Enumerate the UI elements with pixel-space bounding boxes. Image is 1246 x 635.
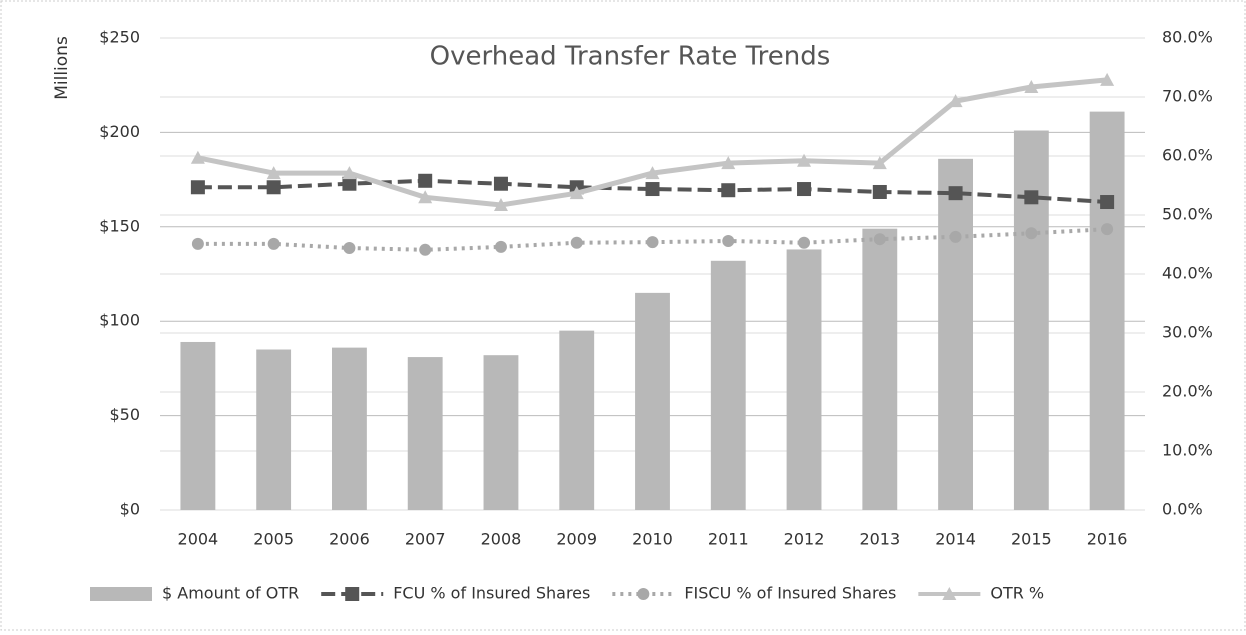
legend-label: FCU % of Insured Shares (393, 584, 590, 603)
y2-tick-label: 40.0% (1162, 264, 1213, 283)
bar (710, 260, 746, 510)
marker (645, 166, 660, 180)
x-tick-label: 2008 (481, 530, 522, 549)
marker (646, 236, 659, 249)
x-tick-label: 2012 (784, 530, 825, 549)
marker (797, 182, 812, 197)
marker (721, 183, 736, 198)
marker (798, 236, 811, 249)
x-tick-label: 2009 (556, 530, 597, 549)
legend-label: OTR % (990, 584, 1044, 603)
bar (331, 347, 367, 510)
marker (570, 236, 583, 249)
marker (873, 233, 886, 246)
chart-title: Overhead Transfer Rate Trends (430, 42, 831, 72)
marker (342, 166, 357, 180)
bar (1013, 130, 1049, 510)
marker (948, 94, 963, 108)
x-tick-label: 2004 (178, 530, 219, 549)
marker (493, 176, 508, 191)
marker (1024, 190, 1039, 205)
y-tick-label: $250 (99, 28, 140, 47)
marker (948, 186, 963, 201)
legend-label: FISCU % of Insured Shares (684, 584, 896, 603)
marker (637, 588, 650, 600)
legend-label: $ Amount of OTR (162, 584, 299, 603)
marker (1024, 79, 1039, 93)
y-tick-label: $50 (109, 405, 140, 424)
marker (342, 176, 357, 191)
bar (635, 292, 670, 510)
y2-tick-label: 60.0% (1162, 146, 1213, 165)
marker (190, 180, 205, 195)
y-tick-label: $100 (99, 311, 140, 330)
marker (1100, 195, 1115, 210)
y2-tick-label: 70.0% (1162, 87, 1213, 106)
y2-tick-label: 50.0% (1162, 205, 1213, 224)
x-tick-label: 2011 (708, 530, 749, 549)
marker (569, 186, 584, 200)
bar (786, 249, 822, 510)
marker (721, 156, 736, 170)
marker (419, 243, 432, 256)
bar (407, 357, 443, 510)
y2-tick-label: 80.0% (1162, 28, 1213, 47)
x-tick-label: 2010 (632, 530, 673, 549)
marker (872, 156, 887, 170)
marker (1025, 227, 1038, 240)
y-tick-label: $0 (120, 500, 140, 519)
bar (256, 349, 292, 510)
marker (722, 234, 735, 247)
bar (180, 341, 216, 510)
bar (559, 330, 595, 510)
legend-swatch (90, 587, 152, 601)
marker (797, 153, 812, 167)
marker (190, 150, 205, 164)
x-tick-label: 2013 (859, 530, 900, 549)
marker (1100, 72, 1115, 86)
x-tick-label: 2015 (1011, 530, 1052, 549)
marker (267, 237, 280, 250)
bar (862, 228, 898, 511)
marker (266, 180, 281, 195)
marker (494, 240, 507, 253)
marker (645, 182, 660, 197)
x-tick-label: 2014 (935, 530, 976, 549)
bar (938, 158, 974, 510)
x-tick-label: 2016 (1087, 530, 1128, 549)
x-tick-label: 2006 (329, 530, 370, 549)
marker (343, 242, 356, 255)
marker (418, 190, 433, 204)
marker (949, 230, 962, 243)
marker (345, 587, 360, 601)
y-axis-title: Millions (52, 36, 72, 100)
y2-tick-label: 10.0% (1162, 441, 1213, 460)
y2-tick-label: 20.0% (1162, 382, 1213, 401)
bar (483, 355, 519, 510)
marker (1101, 223, 1114, 236)
y2-tick-label: 30.0% (1162, 323, 1213, 342)
y-tick-label: $200 (99, 122, 140, 141)
bar (1089, 111, 1125, 510)
marker (418, 173, 433, 188)
x-tick-label: 2005 (253, 530, 294, 549)
marker (493, 197, 508, 211)
marker (266, 166, 281, 180)
y2-tick-label: 0.0% (1162, 500, 1203, 519)
y-tick-label: $150 (99, 216, 140, 235)
marker (942, 587, 957, 600)
x-tick-label: 2007 (405, 530, 446, 549)
marker (191, 237, 204, 250)
marker (872, 184, 887, 199)
